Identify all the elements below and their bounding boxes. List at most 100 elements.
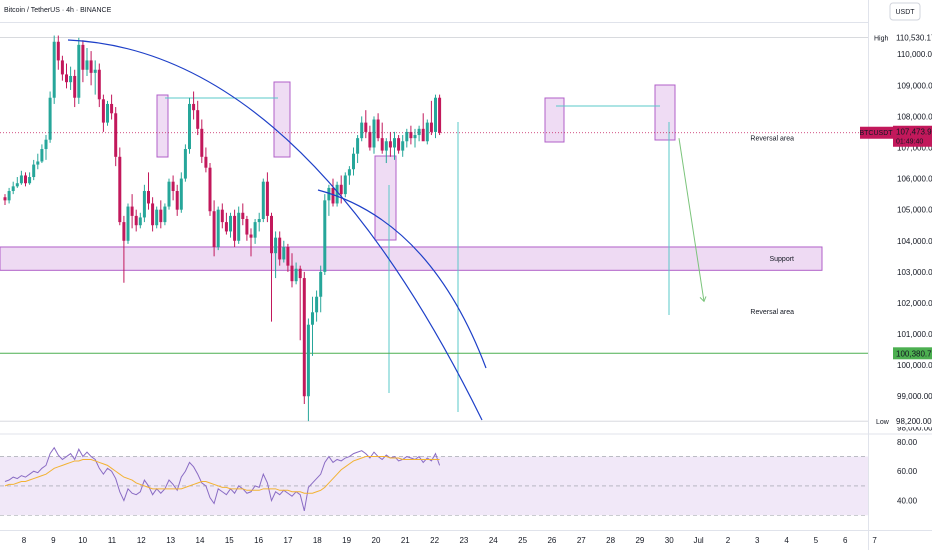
candle-body — [216, 209, 220, 247]
candle-body — [3, 197, 7, 201]
small-arc-curve — [317, 189, 487, 369]
candle-body — [429, 122, 433, 132]
candle-body — [28, 177, 32, 184]
rsi-pane: 80.00 60.00 40.00 — [0, 433, 932, 516]
low-label: Low — [876, 419, 890, 426]
candle-body — [138, 217, 142, 226]
time-tick-label: 30 — [665, 536, 674, 545]
candle-body — [413, 135, 417, 139]
time-tick-label: 10 — [78, 536, 87, 545]
candle-body — [32, 164, 36, 178]
candle-body — [159, 209, 163, 223]
candle-body — [286, 246, 290, 266]
candle-body — [393, 138, 396, 148]
candle-body — [60, 60, 64, 75]
highlight-box — [156, 94, 169, 158]
candle-body — [274, 237, 278, 254]
candle-body — [110, 103, 114, 114]
candle-body — [208, 167, 212, 212]
price-tick-label: 107,000.00 — [897, 143, 932, 152]
time-tick-label: 11 — [108, 536, 117, 545]
candle-body — [175, 191, 179, 210]
currency-box[interactable] — [889, 2, 921, 21]
candle-body — [241, 212, 245, 219]
high-tag-bg — [894, 31, 932, 44]
time-axis[interactable]: 8 9 10 11 12 13 14 15 16 17 18 19 20 21 22 23 24 25 26 27 28… — [0, 530, 932, 546]
price-tick-label: 101,000.00 — [897, 330, 932, 339]
candle-body — [126, 206, 130, 241]
candle-body — [245, 219, 249, 235]
title-bar: Bitcoin / TetherUS · 4h · BINANCE — [4, 7, 112, 14]
time-tick-label: 9 — [51, 536, 56, 545]
candle-body — [331, 187, 335, 204]
time-tick-label: 23 — [459, 536, 468, 545]
chart-title: Bitcoin / TetherUS · 4h · BINANCE — [4, 7, 112, 14]
candle-body — [233, 215, 237, 241]
rsi-tick-label: 40.00 — [897, 497, 918, 506]
candle-body — [155, 209, 159, 226]
candle-body — [11, 186, 15, 192]
price-axis[interactable]: 110,000.00 109,000.00 108,000.00 107,000.00… — [859, 0, 932, 550]
low-value: 98,200.00 — [896, 417, 932, 426]
time-tick-label: 7 — [872, 536, 877, 545]
candle-body — [118, 156, 122, 223]
candle-body — [93, 69, 97, 73]
time-tick-label: 27 — [577, 536, 586, 545]
low-tag-bg — [894, 415, 932, 428]
price-tick-label: 104,000.00 — [897, 237, 932, 246]
candle-body — [101, 99, 105, 123]
countdown-value: 01:49:40 — [896, 139, 923, 146]
candle-body — [327, 187, 331, 201]
highlight-box — [654, 84, 676, 141]
candle-body — [114, 113, 118, 157]
candle-body — [270, 215, 273, 254]
time-tick-label: 20 — [372, 536, 381, 545]
candle-body — [65, 74, 68, 83]
rsi-tick-label: 60.00 — [897, 467, 918, 476]
candle-body — [278, 237, 282, 260]
candle-body — [24, 175, 27, 184]
time-tick-label: 28 — [606, 536, 615, 545]
time-tick-label: 19 — [342, 536, 351, 545]
time-tick-label: 21 — [401, 536, 410, 545]
time-tick-label: 8 — [22, 536, 27, 545]
candle-body — [265, 181, 269, 216]
price-tick-label: 108,000.00 — [897, 112, 932, 121]
price-tick-label: 98,000.00 — [897, 423, 932, 432]
price-tick-label: 109,000.00 — [897, 81, 932, 90]
candles-group — [3, 35, 442, 422]
candle-body — [229, 215, 232, 232]
current-price-value: 107,473.93 — [896, 128, 932, 137]
symbol-tag-label: BTCUSDT — [859, 130, 893, 137]
candle-body — [151, 203, 155, 226]
time-tick-label: Jul — [693, 536, 703, 545]
candle-body — [409, 131, 413, 139]
zone-label: Support — [769, 256, 794, 263]
candle-body — [52, 41, 56, 98]
zone-label: Reversal area — [750, 136, 794, 143]
level-value: 100,380.78 — [896, 349, 932, 358]
candle-body — [69, 75, 73, 83]
candle-body — [356, 138, 360, 154]
zone-label: Reversal area — [750, 309, 794, 316]
candle-body — [89, 60, 93, 73]
candle-body — [364, 122, 368, 132]
candle-body — [405, 131, 409, 142]
price-tick-label: 110,000.00 — [897, 50, 932, 59]
candle-body — [397, 138, 401, 151]
candle-body — [167, 181, 171, 207]
time-tick-label: 17 — [284, 536, 293, 545]
candle-body — [315, 296, 319, 313]
candle-body — [163, 206, 167, 223]
candle-body — [376, 119, 380, 139]
candle-body — [81, 44, 85, 70]
price-tick-label: 102,000.00 — [897, 299, 932, 308]
candle-body — [220, 209, 224, 223]
price-tick-label: 103,000.00 — [897, 268, 932, 277]
candle-body — [19, 175, 23, 184]
highlight-box — [273, 81, 291, 158]
candle-body — [134, 215, 138, 226]
candle-body — [335, 184, 339, 204]
